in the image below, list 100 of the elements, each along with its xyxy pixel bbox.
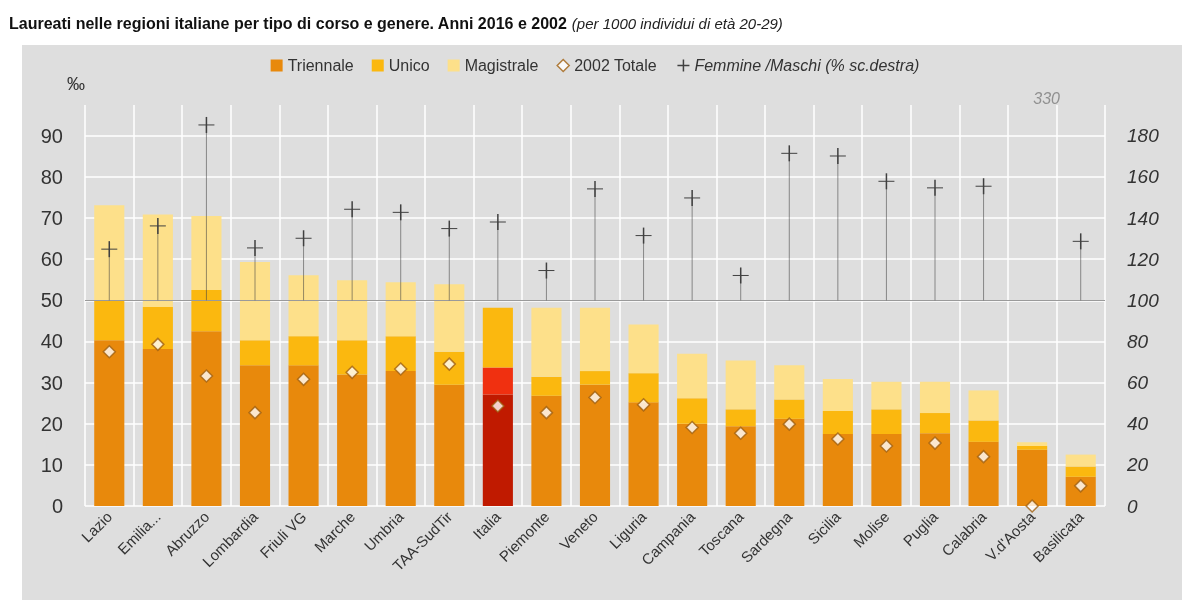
bar bbox=[239, 340, 271, 366]
point bbox=[636, 398, 651, 412]
bar bbox=[968, 390, 999, 421]
bar bbox=[531, 307, 562, 377]
bar bbox=[385, 282, 416, 337]
bar bbox=[822, 434, 853, 506]
point bbox=[733, 426, 748, 440]
bar bbox=[191, 290, 222, 332]
bar bbox=[579, 307, 611, 372]
y-tick-label: 0 bbox=[51, 495, 63, 517]
y2-tick-label: 100 bbox=[1127, 289, 1160, 311]
annotation: 330 bbox=[1033, 89, 1061, 107]
bar bbox=[385, 371, 416, 506]
point bbox=[928, 436, 942, 450]
legend-label: Triennale bbox=[287, 57, 354, 74]
y2-tick-label: 180 bbox=[1127, 125, 1160, 147]
bar bbox=[288, 365, 319, 506]
bar bbox=[822, 410, 853, 435]
point bbox=[1025, 499, 1039, 513]
bar bbox=[579, 384, 611, 506]
bar bbox=[968, 420, 999, 442]
bar bbox=[531, 395, 562, 506]
y-tick-label: 30 bbox=[40, 371, 63, 394]
bar bbox=[337, 280, 368, 341]
bar bbox=[94, 205, 125, 301]
point bbox=[248, 405, 262, 420]
y-tick-label: 50 bbox=[40, 289, 63, 312]
bar bbox=[725, 360, 756, 410]
bar bbox=[1065, 454, 1096, 467]
bar bbox=[919, 381, 951, 414]
y-tick-label: 80 bbox=[40, 165, 63, 188]
y2-tick-label: 0 bbox=[1127, 495, 1138, 517]
bar bbox=[288, 336, 319, 366]
bar bbox=[628, 402, 659, 506]
bar bbox=[774, 399, 805, 419]
y-tick-label: 70 bbox=[40, 207, 63, 230]
bar bbox=[871, 434, 902, 506]
bar bbox=[288, 275, 319, 337]
bar bbox=[1065, 466, 1096, 477]
point bbox=[345, 365, 359, 380]
bar bbox=[1017, 442, 1048, 446]
bar bbox=[434, 384, 465, 506]
point bbox=[199, 369, 214, 383]
bar bbox=[142, 214, 173, 307]
point bbox=[491, 399, 505, 413]
bar bbox=[531, 376, 562, 396]
point bbox=[976, 449, 991, 464]
bar bbox=[191, 331, 222, 506]
bar bbox=[871, 381, 902, 410]
bar bbox=[1017, 449, 1048, 506]
y2-tick-label: 20 bbox=[1126, 454, 1149, 476]
bar bbox=[1017, 445, 1048, 450]
legend-label: Unico bbox=[388, 57, 430, 74]
bar bbox=[968, 441, 999, 506]
bar bbox=[434, 284, 465, 352]
bar bbox=[482, 367, 513, 395]
bar bbox=[871, 409, 902, 435]
y-tick-label: 60 bbox=[40, 248, 63, 271]
bar bbox=[337, 374, 368, 506]
y2-tick-label: 60 bbox=[1127, 372, 1149, 394]
point bbox=[879, 439, 894, 453]
bar bbox=[142, 348, 173, 506]
y-tick-label: 90 bbox=[40, 124, 63, 147]
point bbox=[685, 420, 699, 435]
bar bbox=[628, 373, 659, 403]
bar bbox=[677, 353, 708, 399]
point bbox=[539, 405, 554, 420]
bar bbox=[628, 324, 659, 374]
point bbox=[831, 432, 845, 446]
legend-label: 2002 Totale bbox=[574, 57, 657, 74]
bar bbox=[822, 378, 853, 411]
y2-tick-label: 120 bbox=[1127, 248, 1160, 270]
bar bbox=[94, 340, 125, 506]
bar bbox=[337, 340, 368, 375]
bar bbox=[774, 365, 805, 400]
point bbox=[151, 337, 165, 352]
bar bbox=[239, 365, 271, 506]
y-tick-label: 20 bbox=[40, 412, 63, 435]
bar bbox=[919, 413, 951, 434]
bar bbox=[725, 426, 756, 506]
bar bbox=[385, 336, 416, 372]
bar bbox=[774, 418, 805, 506]
bar bbox=[677, 398, 708, 424]
y2-tick-label: 160 bbox=[1127, 166, 1160, 188]
point bbox=[782, 417, 797, 431]
y2-tick-label: 40 bbox=[1127, 413, 1149, 435]
y-tick-label: 40 bbox=[40, 330, 63, 353]
legend-label: Femmine /Maschi (% sc.destra) bbox=[694, 57, 920, 74]
bar bbox=[191, 216, 222, 291]
bar bbox=[434, 351, 465, 385]
y2-tick-label: 80 bbox=[1127, 330, 1149, 352]
bar bbox=[94, 300, 125, 341]
bar bbox=[482, 394, 513, 506]
chart-title: Laureati nelle regioni italiane per tipo di corso e genere. Anni 2016 e 2002 bbox=[9, 14, 567, 32]
chart-subtitle: (per 1000 individui di età 20-29) bbox=[571, 14, 783, 32]
y-axis-title: ‰ bbox=[67, 74, 85, 94]
bar bbox=[677, 423, 708, 506]
legend-label: Magistrale bbox=[464, 57, 539, 74]
bar bbox=[919, 433, 951, 506]
bar bbox=[239, 262, 271, 341]
